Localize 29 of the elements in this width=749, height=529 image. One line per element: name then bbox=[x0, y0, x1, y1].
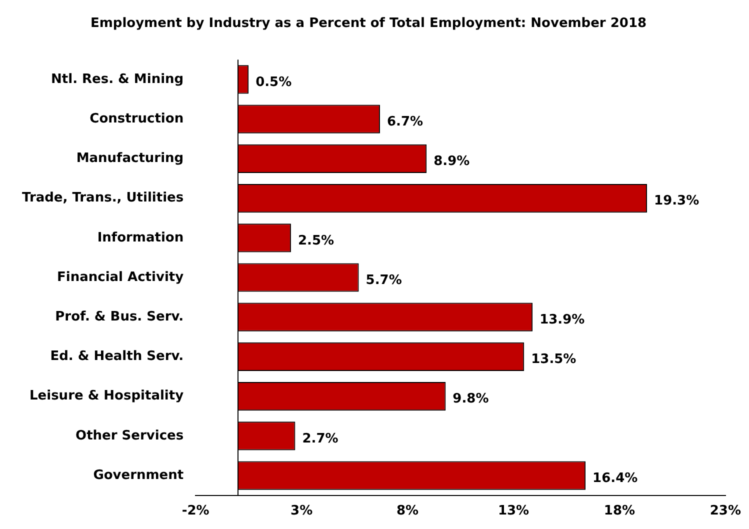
data-label: 13.9% bbox=[540, 312, 585, 328]
data-label: 8.9% bbox=[434, 154, 470, 170]
chart-title: Employment by Industry as a Percent of Total Employment: November 2018 bbox=[90, 16, 647, 32]
y-tick-label: Leisure & Hospitality bbox=[30, 388, 184, 404]
data-label: 9.8% bbox=[452, 392, 489, 407]
data-label: 5.7% bbox=[366, 272, 402, 288]
y-tick-label: Ntl. Res. & Mining bbox=[51, 72, 184, 87]
data-label: 0.5% bbox=[256, 74, 292, 90]
x-tick-label: -2% bbox=[182, 504, 210, 519]
y-tick-label: Manufacturing bbox=[76, 151, 184, 166]
data-label: 16.4% bbox=[592, 470, 638, 486]
data-label: 2.7% bbox=[302, 431, 338, 446]
x-tick-label: 13% bbox=[498, 504, 530, 519]
y-tick-label: Prof. & Bus. Serv. bbox=[55, 309, 184, 324]
y-tick-label: Trade, Trans., Utilities bbox=[22, 190, 184, 206]
y-tick-label: Other Services bbox=[76, 428, 184, 444]
y-tick-label: Information bbox=[97, 230, 184, 246]
y-tick-label: Financial Activity bbox=[57, 270, 184, 285]
data-label: 19.3% bbox=[654, 194, 700, 209]
data-label: 13.5% bbox=[531, 352, 576, 368]
y-tick-label: Construction bbox=[90, 111, 184, 126]
x-tick-label: 8% bbox=[396, 504, 419, 519]
y-tick-label: Ed. & Health Serv. bbox=[50, 349, 184, 364]
y-tick-label: Government bbox=[93, 468, 184, 483]
x-tick-label: 23% bbox=[710, 504, 742, 519]
data-label: 2.5% bbox=[298, 233, 334, 248]
data-label: 6.7% bbox=[386, 114, 424, 130]
x-tick-label: 3% bbox=[290, 504, 313, 519]
x-tick-label: 18% bbox=[604, 504, 636, 519]
